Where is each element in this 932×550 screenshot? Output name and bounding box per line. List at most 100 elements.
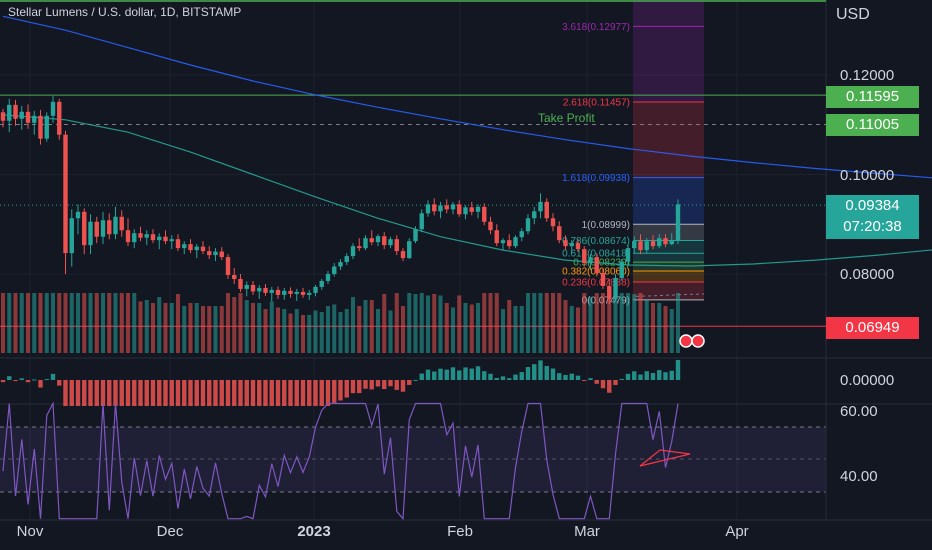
- macd-bar: [444, 369, 449, 380]
- macd-bar: [388, 380, 393, 387]
- volume-bar: [469, 304, 474, 353]
- macd-bar: [182, 380, 187, 406]
- candle-body: [613, 277, 618, 299]
- volume-bar: [369, 300, 374, 353]
- macd-bar: [307, 380, 312, 406]
- macd-bar: [450, 367, 456, 380]
- price-tick-label: 0.08000: [840, 266, 894, 283]
- time-label: Mar: [574, 523, 600, 540]
- macd-bar: [0, 380, 6, 383]
- candle-body: [469, 207, 474, 212]
- volume-bar: [144, 300, 149, 353]
- candle-body: [538, 201, 543, 212]
- candle-body: [275, 289, 281, 295]
- macd-bar: [350, 380, 356, 394]
- time-label: Nov: [17, 523, 44, 540]
- fib-zone: [633, 262, 704, 272]
- price-tick-label: 0.12000: [840, 67, 894, 84]
- volume-bar: [101, 293, 105, 353]
- event-flag-icon[interactable]: [691, 334, 705, 348]
- candle-body: [657, 238, 662, 247]
- volume-bar: [351, 297, 355, 353]
- candle-body: [450, 204, 456, 210]
- candle-body: [194, 246, 199, 251]
- volume-bar: [163, 303, 168, 353]
- candle-body: [575, 243, 581, 250]
- volume-bar: [282, 309, 287, 353]
- candle-body: [57, 101, 62, 135]
- volume-bar: [176, 294, 180, 353]
- volume-bar: [588, 297, 593, 353]
- volume-bar: [601, 293, 605, 353]
- triangle-pattern[interactable]: [639, 449, 691, 467]
- time-label: 2023: [297, 523, 330, 540]
- price-tag-stop: 0.06949: [826, 317, 919, 339]
- volume-bar: [476, 303, 480, 353]
- volume-bar: [319, 312, 324, 353]
- candle-body: [413, 229, 418, 242]
- macd-bar: [475, 366, 481, 380]
- fib-level-label: 1.618(0.09938): [562, 173, 630, 184]
- candle-body: [113, 216, 118, 235]
- volume-bar: [269, 301, 274, 353]
- fib-level-label: 3.618(0.12977): [562, 22, 630, 33]
- candle-body: [282, 290, 287, 295]
- volume-bar: [244, 300, 249, 353]
- macd-bar: [425, 369, 431, 380]
- fib-zone: [633, 253, 704, 263]
- candle-body: [150, 234, 156, 241]
- candle-body: [663, 238, 668, 245]
- fib-level-label: 1(0.08999): [582, 220, 630, 231]
- macd-bar: [113, 380, 118, 406]
- macd-bar: [250, 380, 256, 406]
- macd-bar: [238, 380, 243, 406]
- macd-bar: [375, 380, 381, 387]
- candle-body: [50, 101, 56, 116]
- volume-bar: [432, 294, 437, 353]
- candle-body: [557, 226, 562, 241]
- volume-bar: [251, 303, 255, 353]
- volume-bar: [419, 293, 424, 353]
- moving-averages: [2, 15, 932, 267]
- candle-body: [525, 218, 531, 232]
- volume-bar: [338, 312, 343, 353]
- macd-bar: [438, 368, 443, 380]
- volume-bar: [188, 303, 193, 353]
- macd-bar: [507, 378, 512, 380]
- candle-body: [632, 241, 637, 249]
- candle-body: [407, 241, 412, 259]
- volume-bar: [288, 313, 293, 353]
- macd-bar: [25, 380, 31, 383]
- macd-bar: [519, 372, 524, 380]
- candle-body: [257, 287, 262, 292]
- candle-body: [213, 251, 218, 256]
- candle-body: [132, 233, 137, 243]
- candle-body: [532, 211, 537, 219]
- volume-bar: [669, 309, 674, 353]
- candle-body: [625, 248, 631, 262]
- candle-body: [438, 205, 443, 212]
- candle-body: [375, 236, 381, 243]
- volume-bar: [438, 295, 443, 353]
- volume-bar: [557, 293, 562, 353]
- candle-body: [163, 236, 168, 242]
- macd-bar: [625, 373, 631, 380]
- currency-label[interactable]: USD: [836, 6, 870, 23]
- time-label: Apr: [725, 523, 748, 540]
- candle-body: [313, 286, 318, 293]
- volume-bar: [482, 293, 487, 353]
- event-flag-icon[interactable]: [679, 334, 693, 348]
- macd-bar: [457, 370, 462, 380]
- candle-body: [200, 246, 206, 252]
- horizontal-levels[interactable]: [0, 0, 826, 327]
- macd-bar: [294, 380, 299, 406]
- volume-bar: [507, 300, 512, 353]
- macd-bar: [132, 380, 137, 406]
- event-markers[interactable]: [679, 334, 705, 348]
- volume-bar: [294, 309, 299, 353]
- fib-level-label: 0.786(0.08674): [562, 236, 630, 247]
- candle-body: [250, 284, 256, 292]
- bar-countdown: 07:20:38: [843, 218, 902, 235]
